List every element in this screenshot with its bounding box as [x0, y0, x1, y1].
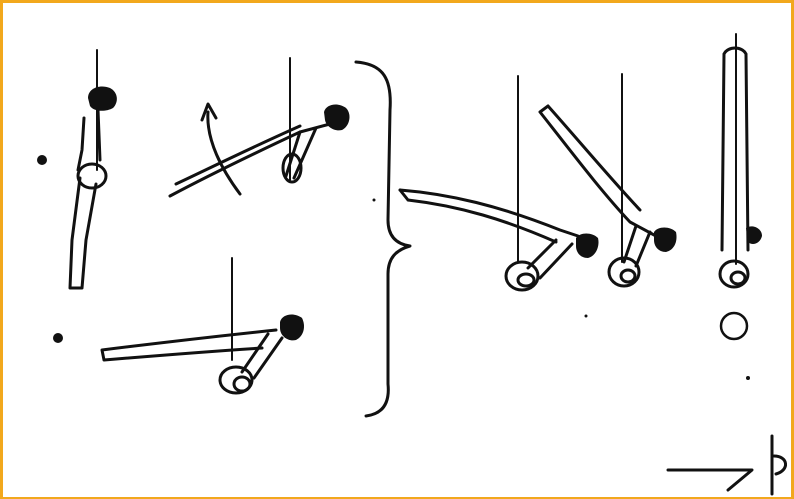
figure-2-rotation-arc — [206, 110, 242, 196]
figure-3-marker-dot — [53, 333, 63, 343]
brace — [354, 60, 412, 418]
figure-5-arms — [622, 224, 652, 268]
figure-2-swing — [168, 57, 350, 198]
figure-5-raise — [538, 73, 677, 288]
figure-6-handstand — [718, 33, 762, 380]
figure-4-body — [398, 188, 580, 244]
speck — [372, 198, 376, 202]
figure-5-ring — [607, 256, 641, 288]
figure-4-head — [576, 233, 599, 258]
figure-2-body — [168, 122, 332, 198]
figure-1-head — [88, 86, 117, 111]
figure-5-hand — [619, 268, 637, 284]
figure-6-ring — [718, 259, 750, 289]
figure-1-marker-dot — [37, 155, 47, 165]
figure-3-hand — [232, 375, 252, 393]
figure-1-legs — [68, 176, 98, 290]
figure-2-arrow-head-icon — [200, 102, 218, 122]
figure-3-arms — [240, 332, 284, 380]
speck — [584, 314, 588, 318]
figure-5-body — [538, 104, 658, 238]
figure-6-head — [746, 226, 762, 244]
figure-4-hand — [516, 272, 536, 288]
figure-6-hand — [729, 270, 747, 286]
figure-5-head — [654, 227, 677, 252]
figure-4-arms — [526, 238, 574, 280]
figure-1-ring — [76, 162, 108, 190]
figure-2-head — [324, 104, 350, 131]
figure-3-body — [100, 328, 278, 362]
figure-6-body — [720, 46, 750, 252]
hook-icon — [772, 454, 787, 476]
figure-6-second-ring — [719, 311, 749, 341]
figure-4-ring — [504, 260, 540, 292]
figure-1-straight-hang — [37, 49, 117, 290]
direction-symbol — [666, 434, 787, 496]
figure-3-head — [280, 314, 304, 341]
figure-2-ring — [281, 152, 303, 184]
figure-4-lever — [398, 75, 599, 292]
figure-3-ring — [218, 365, 254, 395]
right-arrow-icon — [666, 468, 754, 492]
figure-3-front-lever — [53, 257, 304, 395]
figure-1-torso — [76, 108, 102, 172]
figure-6-speck — [746, 376, 750, 380]
